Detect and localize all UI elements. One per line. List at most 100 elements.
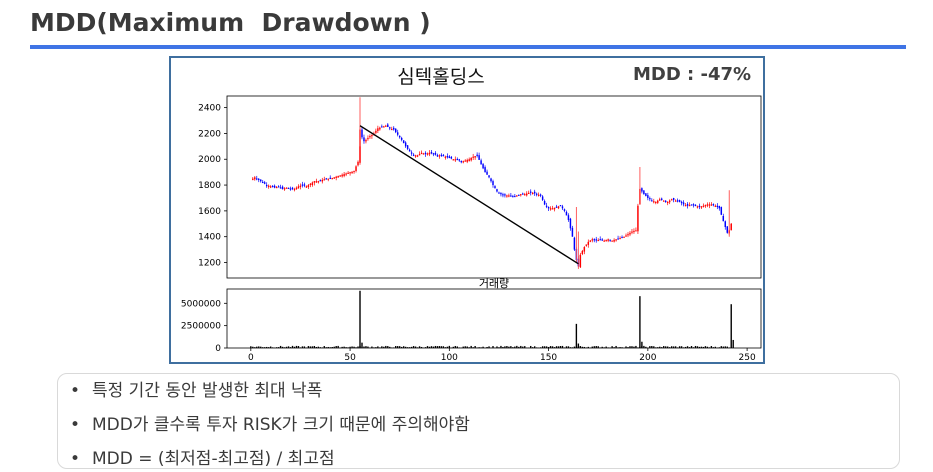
volume-bar (476, 347, 478, 348)
candle-body (498, 192, 500, 194)
volume-bar (494, 347, 496, 348)
volume-bar (613, 347, 615, 348)
candle-body (520, 194, 522, 196)
volume-bar (293, 346, 296, 348)
candle-body (254, 177, 256, 180)
volume-bar (579, 346, 582, 348)
volume-bar (267, 347, 270, 348)
candle-body (551, 208, 554, 210)
y-tick-label: 0 (215, 344, 221, 354)
candle-body (484, 167, 486, 173)
bullet-list: • 특정 기간 동안 발생한 최대 낙폭 • MDD가 클수록 투자 RISK가 크… (57, 373, 900, 469)
candle-body (684, 205, 687, 207)
volume-bar (500, 345, 502, 348)
volume-bar (532, 347, 534, 348)
candle-body (428, 152, 431, 155)
candle-body (653, 201, 655, 203)
candle-body (589, 240, 592, 242)
volume-bar (696, 346, 699, 348)
candle-body (573, 237, 576, 250)
volume-bar (520, 345, 522, 348)
volume-bar (514, 346, 516, 348)
volume-bar (440, 346, 443, 348)
candle-body (349, 172, 351, 174)
volume-spike-bar (575, 323, 578, 348)
candle-body (363, 137, 365, 142)
volume-bar (545, 346, 548, 348)
candle-body (595, 239, 597, 241)
candle-body (430, 152, 433, 154)
candle-body (260, 179, 262, 182)
candle-body (593, 239, 595, 241)
volume-bar (456, 346, 458, 348)
volume-bar (615, 345, 617, 348)
candle-body (670, 199, 673, 201)
volume-bar (480, 347, 482, 348)
volume-bar (299, 347, 302, 348)
volume-bar (347, 347, 349, 348)
candle-body (305, 186, 308, 188)
volume-bar (607, 347, 609, 348)
volume-bar (254, 347, 256, 348)
candle-body (666, 201, 669, 204)
candle-body (323, 179, 326, 181)
volume-bar (682, 347, 685, 348)
volume-bar (289, 347, 292, 348)
candle-body (353, 170, 355, 173)
volume-bar (498, 347, 500, 348)
x-tick-label: 50 (344, 353, 356, 362)
volume-bar (659, 346, 661, 348)
volume-bar (694, 345, 697, 348)
volume-bar (335, 346, 337, 348)
volume-bar (601, 346, 603, 348)
volume-bar (724, 346, 726, 348)
x-tick-label: 0 (248, 353, 254, 362)
candle-body (522, 193, 524, 195)
volume-bar (571, 347, 574, 348)
candle-body (518, 194, 520, 196)
candle-body (567, 215, 570, 220)
volume-bar (686, 346, 689, 348)
volume-bar (595, 346, 597, 348)
volume-bar (605, 346, 607, 348)
volume-bar (698, 346, 701, 348)
volume-bar (700, 346, 703, 348)
candle-body (700, 206, 703, 208)
candle-body (418, 154, 421, 156)
volume-bar (643, 345, 645, 348)
candle-body (367, 137, 369, 140)
volume-bar (486, 346, 488, 348)
volume-bar (680, 346, 683, 348)
volume-bar (482, 346, 484, 348)
candle-body (635, 230, 637, 232)
candle-body (389, 127, 391, 129)
volume-bar (502, 346, 504, 348)
candle-body (434, 152, 437, 155)
candle-body (265, 184, 268, 187)
volume-bar (629, 346, 631, 348)
volume-bar (655, 347, 657, 348)
candle-body (279, 187, 282, 189)
candle-body (277, 186, 280, 188)
candle-body (629, 232, 631, 235)
volume-bar (508, 346, 510, 348)
candle-body (271, 185, 274, 188)
volume-spike-bar (361, 342, 363, 348)
candle-body (553, 207, 556, 210)
candle-body (569, 218, 572, 229)
volume-bar (323, 346, 325, 348)
volume-bar (492, 346, 494, 348)
volume-bar (375, 347, 377, 348)
candle-body (599, 239, 601, 241)
candle-body (597, 239, 599, 242)
candle-body (466, 159, 468, 162)
candle-body (293, 188, 296, 191)
volume-bar (657, 347, 659, 348)
candle-body (480, 160, 482, 165)
volume-bar (329, 347, 331, 348)
candle-body (533, 191, 536, 194)
volume-spike-bar (577, 343, 580, 348)
volume-bar (651, 346, 653, 348)
volume-bar (617, 347, 619, 348)
volume-bar (430, 346, 433, 348)
